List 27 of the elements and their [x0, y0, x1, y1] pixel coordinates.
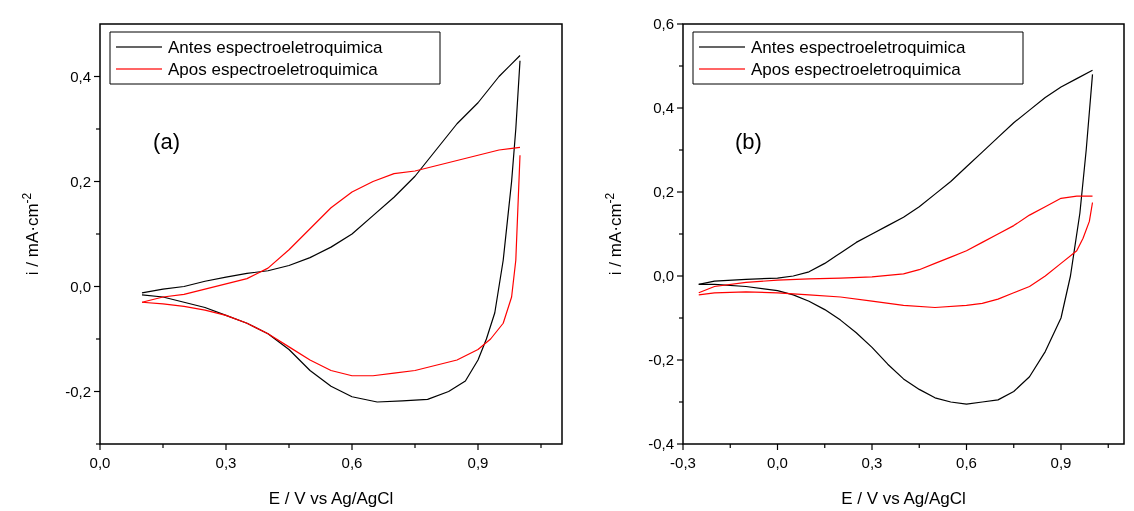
x-tick-label: 0,6: [956, 454, 977, 471]
y-tick-label: -0,2: [648, 351, 674, 368]
x-tick-label: 0,9: [1050, 454, 1072, 471]
legend-label: Apos espectroeletroquimica: [168, 60, 379, 79]
annotation: (b): [735, 129, 762, 154]
x-tick-label: 0,3: [215, 454, 237, 471]
legend-label: Apos espectroeletroquimica: [751, 60, 962, 79]
legend-label: Antes espectroeletroquimica: [751, 38, 967, 57]
y-tick-label: 0,4: [653, 99, 674, 116]
y-tick-label: -0,4: [648, 435, 674, 452]
x-axis-title: E / V vs Ag/AgCl: [268, 489, 394, 508]
y-tick-label: 0,2: [653, 183, 674, 200]
x-axis-title: E / V vs Ag/AgCl: [841, 489, 966, 508]
y-tick-label: 0,0: [653, 267, 674, 284]
x-tick-label: 0,3: [861, 454, 883, 471]
x-tick-label: -0,3: [670, 454, 696, 471]
annotation: (a): [153, 129, 180, 154]
y-tick-label: 0,4: [70, 67, 91, 85]
y-tick-label: 0,0: [70, 277, 91, 295]
y-tick-label: -0,2: [65, 382, 91, 400]
x-tick-label: 0,9: [467, 454, 489, 471]
legend-label: Antes espectroeletroquimica: [168, 38, 384, 57]
x-tick-label: 0,0: [767, 454, 788, 471]
x-tick-label: 0,0: [89, 454, 111, 471]
x-tick-label: 0,6: [341, 454, 363, 471]
y-tick-label: 0,6: [653, 15, 674, 32]
y-tick-label: 0,2: [70, 172, 91, 190]
